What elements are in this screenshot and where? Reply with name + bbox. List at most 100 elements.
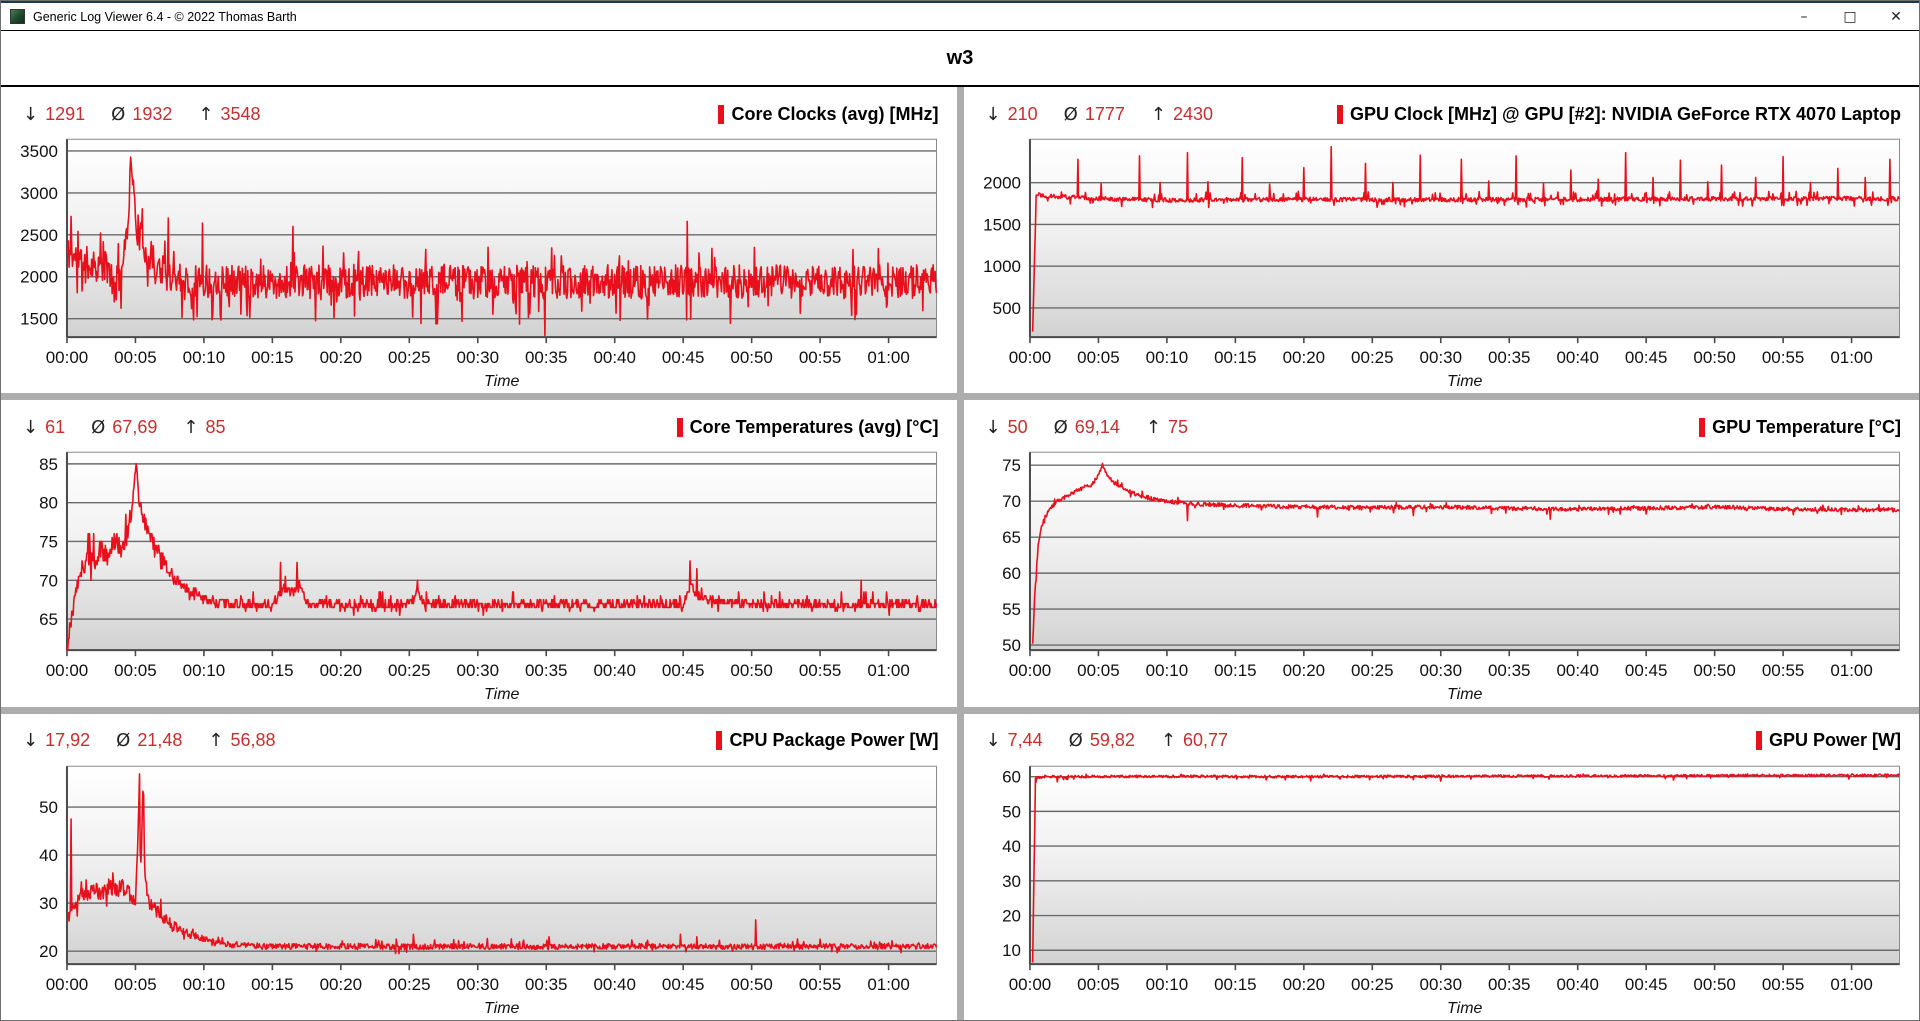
svg-text:65: 65 [1002,528,1021,547]
chart-title: GPU Power [W] [1755,730,1901,751]
svg-text:00:35: 00:35 [1487,975,1530,994]
chart-stats: ↓ 61 Ø 67,69 ↑ 85 [23,417,225,438]
svg-text:00:05: 00:05 [114,975,157,994]
svg-text:00:00: 00:00 [46,661,89,680]
svg-text:Time: Time [484,686,519,703]
chart-grid: ↓ 1291 Ø 1932 ↑ 3548 Core Clocks (avg) [… [1,87,1919,1020]
chart-title: Core Temperatures (avg) [°C] [676,417,939,438]
svg-text:00:25: 00:25 [388,975,431,994]
chart-canvas[interactable]: 20 30 40 50 00:00 00:05 00:10 00:15 00:20 00:25 00… [1,758,957,1020]
svg-text:01:00: 01:00 [867,661,910,680]
chart-title-text: GPU Power [W] [1768,730,1901,751]
min-arrow-icon: ↓ [23,103,39,125]
svg-text:00:10: 00:10 [1145,661,1188,680]
chart-panel-header: ↓ 1291 Ø 1932 ↑ 3548 Core Clocks (avg) [… [1,87,957,131]
svg-text:00:40: 00:40 [593,661,636,680]
svg-text:00:50: 00:50 [1693,661,1736,680]
svg-text:00:00: 00:00 [46,348,89,367]
series-legend-bar-icon [718,104,725,124]
chart-panel-header: ↓ 61 Ø 67,69 ↑ 85 Core Temperatures (avg… [1,400,957,444]
svg-text:00:50: 00:50 [1693,975,1736,994]
max-arrow-icon: ↑ [208,730,224,752]
stat-min-value: 61 [45,416,66,437]
svg-text:00:30: 00:30 [457,348,500,367]
svg-text:00:00: 00:00 [1008,348,1051,367]
stat-max-value: 60,77 [1182,730,1228,751]
svg-text:00:05: 00:05 [1077,975,1120,994]
log-title: w3 [946,46,974,69]
svg-text:00:55: 00:55 [1761,661,1804,680]
svg-text:00:25: 00:25 [388,661,431,680]
avg-symbol-icon: Ø [1063,103,1078,125]
svg-text:00:05: 00:05 [1077,661,1120,680]
svg-text:2000: 2000 [983,174,1021,193]
chart-canvas[interactable]: 1500 2000 2500 3000 3500 00:00 00:05 00:10 00:15… [1,131,957,393]
stat-min-value: 7,44 [1007,730,1043,751]
stat-max-value: 75 [1167,416,1188,437]
title-bar[interactable]: Generic Log Viewer 6.4 - © 2022 Thomas B… [1,1,1919,31]
chart-panel-gpu-power: ↓ 7,44 Ø 59,82 ↑ 60,77 GPU Power [W] 10 2… [963,713,1920,1020]
close-button[interactable]: ✕ [1873,3,1919,30]
svg-text:1000: 1000 [983,257,1021,276]
svg-text:01:00: 01:00 [1830,975,1873,994]
svg-text:500: 500 [992,299,1020,318]
chart-title-text: Core Clocks (avg) [MHz] [731,103,939,124]
chart-stats: ↓ 17,92 Ø 21,48 ↑ 56,88 [23,730,276,751]
svg-text:Time: Time [1447,1000,1482,1017]
series-legend-bar-icon [676,417,683,437]
svg-text:00:40: 00:40 [593,348,636,367]
chart-title-text: CPU Package Power [W] [729,730,939,751]
stat-min-value: 1291 [45,103,86,124]
svg-text:00:45: 00:45 [662,348,705,367]
svg-text:00:45: 00:45 [1624,661,1667,680]
avg-symbol-icon: Ø [1068,730,1083,752]
minimize-button[interactable]: – [1781,3,1827,30]
chart-canvas[interactable]: 10 20 30 40 50 60 00:00 00:05 00:10 00:15 00:20 00:… [964,758,1920,1020]
max-arrow-icon: ↑ [183,416,199,438]
svg-text:00:40: 00:40 [1556,975,1599,994]
log-header: w3 [1,31,1919,87]
svg-text:01:00: 01:00 [1830,348,1873,367]
chart-canvas[interactable]: 500 1000 1500 2000 00:00 00:05 00:10 00:15 00:20… [964,131,1920,393]
svg-text:00:10: 00:10 [183,975,226,994]
svg-text:65: 65 [39,610,58,629]
stat-max-value: 85 [205,416,226,437]
svg-text:85: 85 [39,455,58,474]
maximize-button[interactable]: □ [1827,3,1873,30]
stat-max-value: 3548 [220,103,261,124]
svg-text:00:30: 00:30 [1419,975,1462,994]
chart-canvas[interactable]: 65 70 75 80 85 00:00 00:05 00:10 00:15 00:20 00:25… [1,444,957,706]
stat-avg-value: 69,14 [1074,416,1120,437]
max-arrow-icon: ↑ [198,103,214,125]
chart-stats: ↓ 1291 Ø 1932 ↑ 3548 [23,104,261,125]
avg-symbol-icon: Ø [91,416,106,438]
svg-text:00:30: 00:30 [457,975,500,994]
svg-text:01:00: 01:00 [1830,661,1873,680]
window-title: Generic Log Viewer 6.4 - © 2022 Thomas B… [33,9,297,24]
svg-text:00:15: 00:15 [1214,348,1257,367]
chart-stats: ↓ 210 Ø 1777 ↑ 2430 [986,104,1214,125]
svg-text:20: 20 [39,942,58,961]
series-legend-bar-icon [1755,731,1762,751]
svg-text:60: 60 [1002,767,1021,786]
svg-text:00:30: 00:30 [1419,348,1462,367]
stat-avg-value: 67,69 [112,416,158,437]
svg-text:00:35: 00:35 [525,975,568,994]
svg-text:70: 70 [39,572,58,591]
stat-min-value: 210 [1007,103,1038,124]
svg-text:80: 80 [39,494,58,513]
svg-text:00:25: 00:25 [1351,348,1394,367]
svg-text:30: 30 [39,894,58,913]
chart-canvas[interactable]: 50 55 60 65 70 75 00:00 00:05 00:10 00:15 00:20 00:… [964,444,1920,706]
avg-symbol-icon: Ø [1053,416,1068,438]
stat-max-value: 56,88 [230,730,276,751]
svg-text:30: 30 [1002,871,1021,890]
chart-title: CPU Package Power [W] [716,730,939,751]
series-legend-bar-icon [1699,417,1706,437]
svg-text:50: 50 [39,798,58,817]
svg-text:40: 40 [39,846,58,865]
svg-text:55: 55 [1002,600,1021,619]
min-arrow-icon: ↓ [985,103,1001,125]
chart-title-text: GPU Clock [MHz] @ GPU [#2]: NVIDIA GeFor… [1350,103,1901,124]
